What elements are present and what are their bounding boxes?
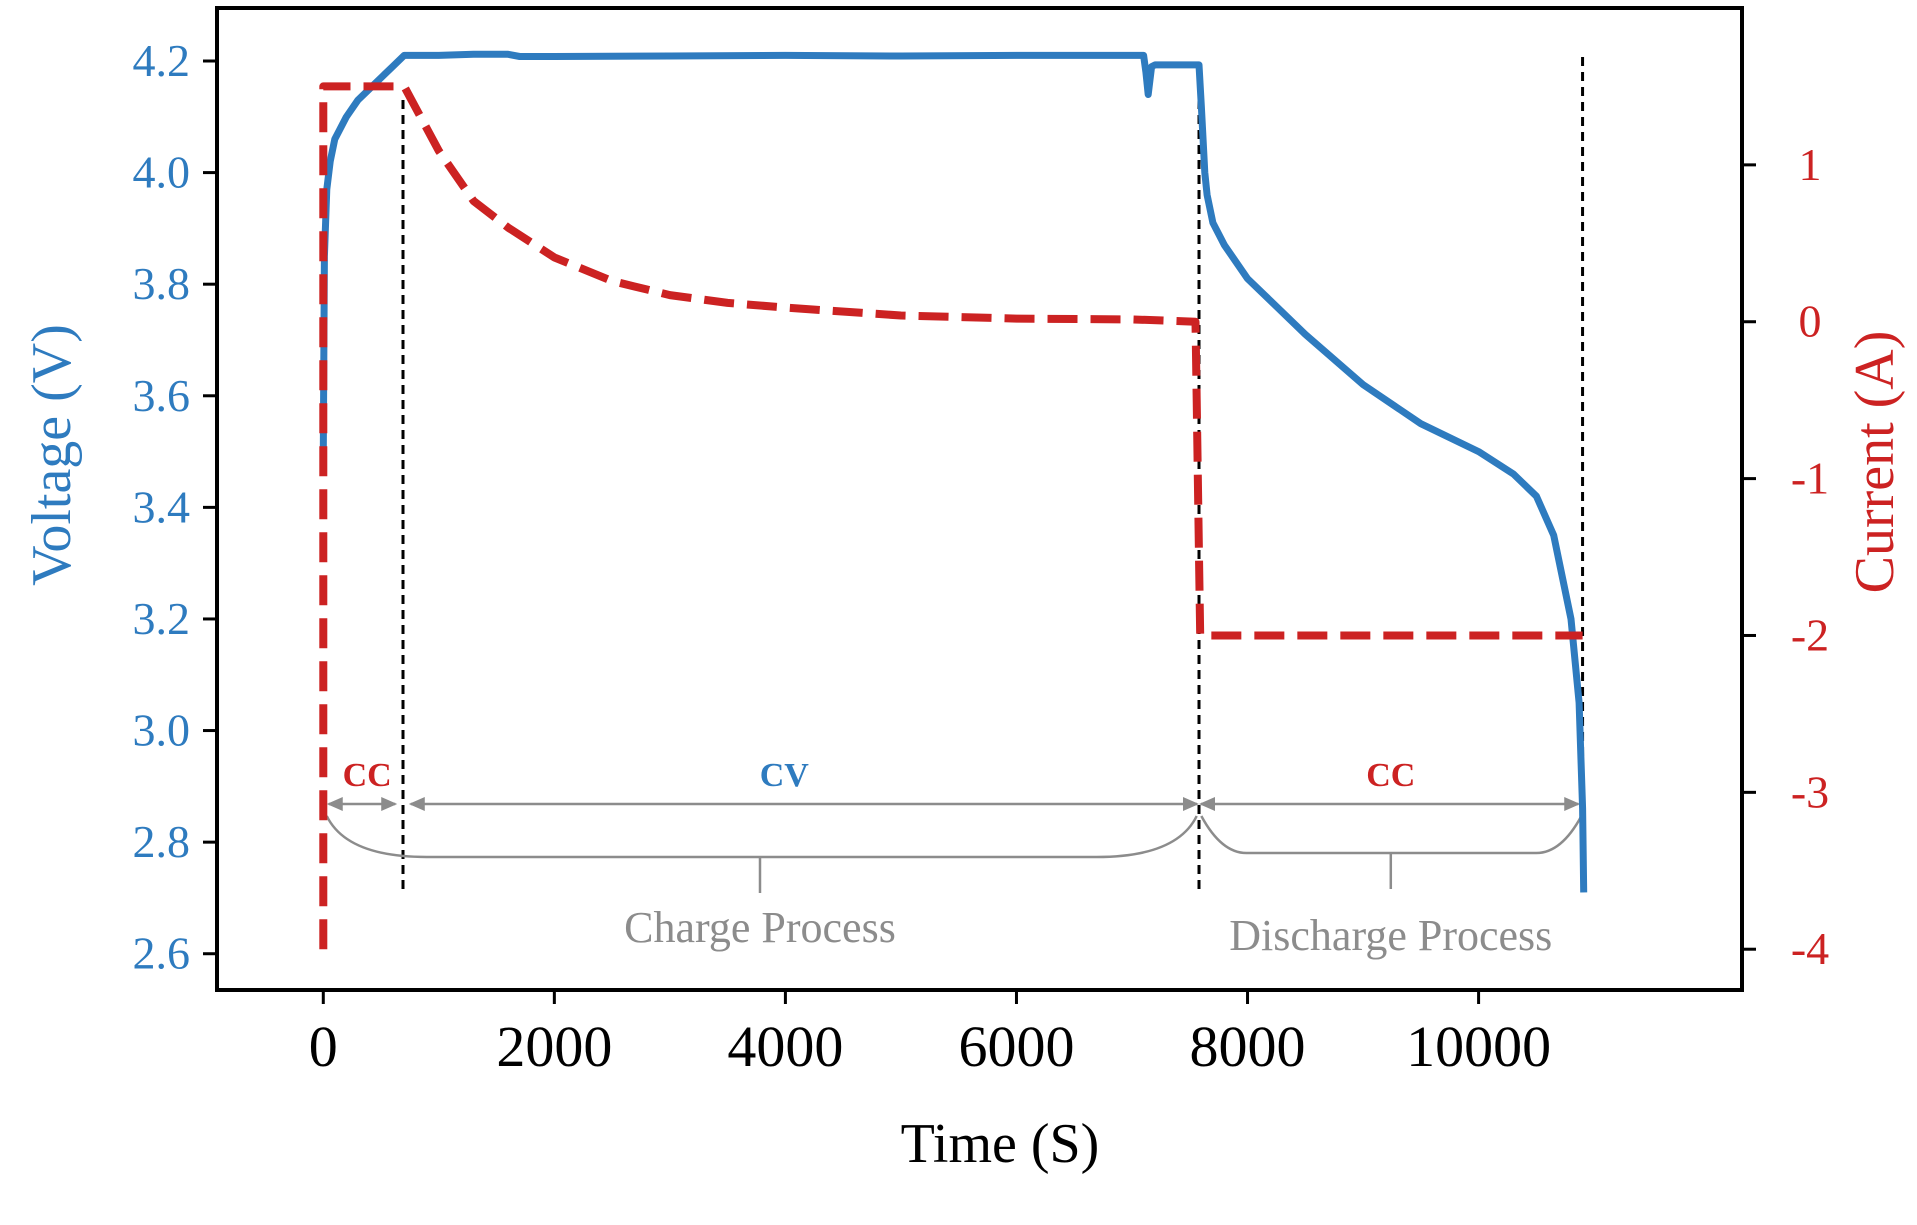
left-tick-label: 3.8 bbox=[133, 258, 191, 309]
x-tick-label: 8000 bbox=[1190, 1014, 1306, 1079]
right-tick-label: 1 bbox=[1799, 139, 1822, 190]
left-tick-label: 4.2 bbox=[133, 35, 191, 86]
left-tick-label: 3.0 bbox=[133, 705, 191, 756]
x-tick-label: 0 bbox=[309, 1014, 338, 1079]
right-tick-label: 0 bbox=[1799, 296, 1822, 347]
arrow-head bbox=[1564, 797, 1581, 811]
phase-annotations: CC CV CC Charge Process Discharge Process bbox=[325, 757, 1583, 960]
right-tick-label: -1 bbox=[1791, 453, 1829, 504]
arrow-head bbox=[1199, 797, 1216, 811]
arrow-head bbox=[1183, 797, 1200, 811]
phase-label: CC bbox=[343, 757, 392, 794]
process-label: Charge Process bbox=[624, 903, 896, 952]
current-line bbox=[319, 82, 1583, 950]
x-tick-label: 2000 bbox=[496, 1014, 612, 1079]
left-axis-ticks: 2.6 2.8 3.0 3.2 3.4 3.6 3.8 4.0 4.2 bbox=[133, 35, 217, 979]
x-axis-ticks: 0 2000 4000 6000 8000 10000 bbox=[309, 990, 1551, 1079]
arrow-head bbox=[408, 797, 425, 811]
x-axis-title: Time (S) bbox=[901, 1113, 1100, 1175]
arrow-head bbox=[381, 797, 398, 811]
plot-frame bbox=[215, 6, 1744, 992]
left-tick-label: 2.6 bbox=[133, 928, 191, 979]
data-series bbox=[319, 50, 1588, 950]
voltage-line bbox=[319, 50, 1588, 893]
right-axis-title: Current (A) bbox=[1844, 331, 1906, 594]
process-brace bbox=[1200, 815, 1583, 855]
left-axis-title: Voltage (V) bbox=[21, 324, 83, 586]
left-tick-label: 3.2 bbox=[133, 593, 191, 644]
arrow-head bbox=[326, 797, 343, 811]
left-tick-label: 2.8 bbox=[133, 816, 191, 867]
x-tick-label: 4000 bbox=[727, 1014, 843, 1079]
x-tick-label: 6000 bbox=[958, 1014, 1074, 1079]
left-tick-label: 3.6 bbox=[133, 370, 191, 421]
x-tick-label: 10000 bbox=[1406, 1014, 1551, 1079]
left-tick-label: 4.0 bbox=[133, 147, 191, 198]
right-tick-label: -4 bbox=[1791, 923, 1829, 974]
phase-label: CC bbox=[1366, 757, 1415, 794]
left-tick-label: 3.4 bbox=[133, 481, 191, 532]
right-tick-label: -2 bbox=[1791, 609, 1829, 660]
phase-label: CV bbox=[760, 757, 810, 794]
right-axis-ticks: -4 -3 -2 -1 0 1 bbox=[1742, 139, 1829, 974]
process-label: Discharge Process bbox=[1229, 911, 1552, 960]
process-brace bbox=[325, 815, 1198, 859]
right-tick-label: -3 bbox=[1791, 766, 1829, 817]
